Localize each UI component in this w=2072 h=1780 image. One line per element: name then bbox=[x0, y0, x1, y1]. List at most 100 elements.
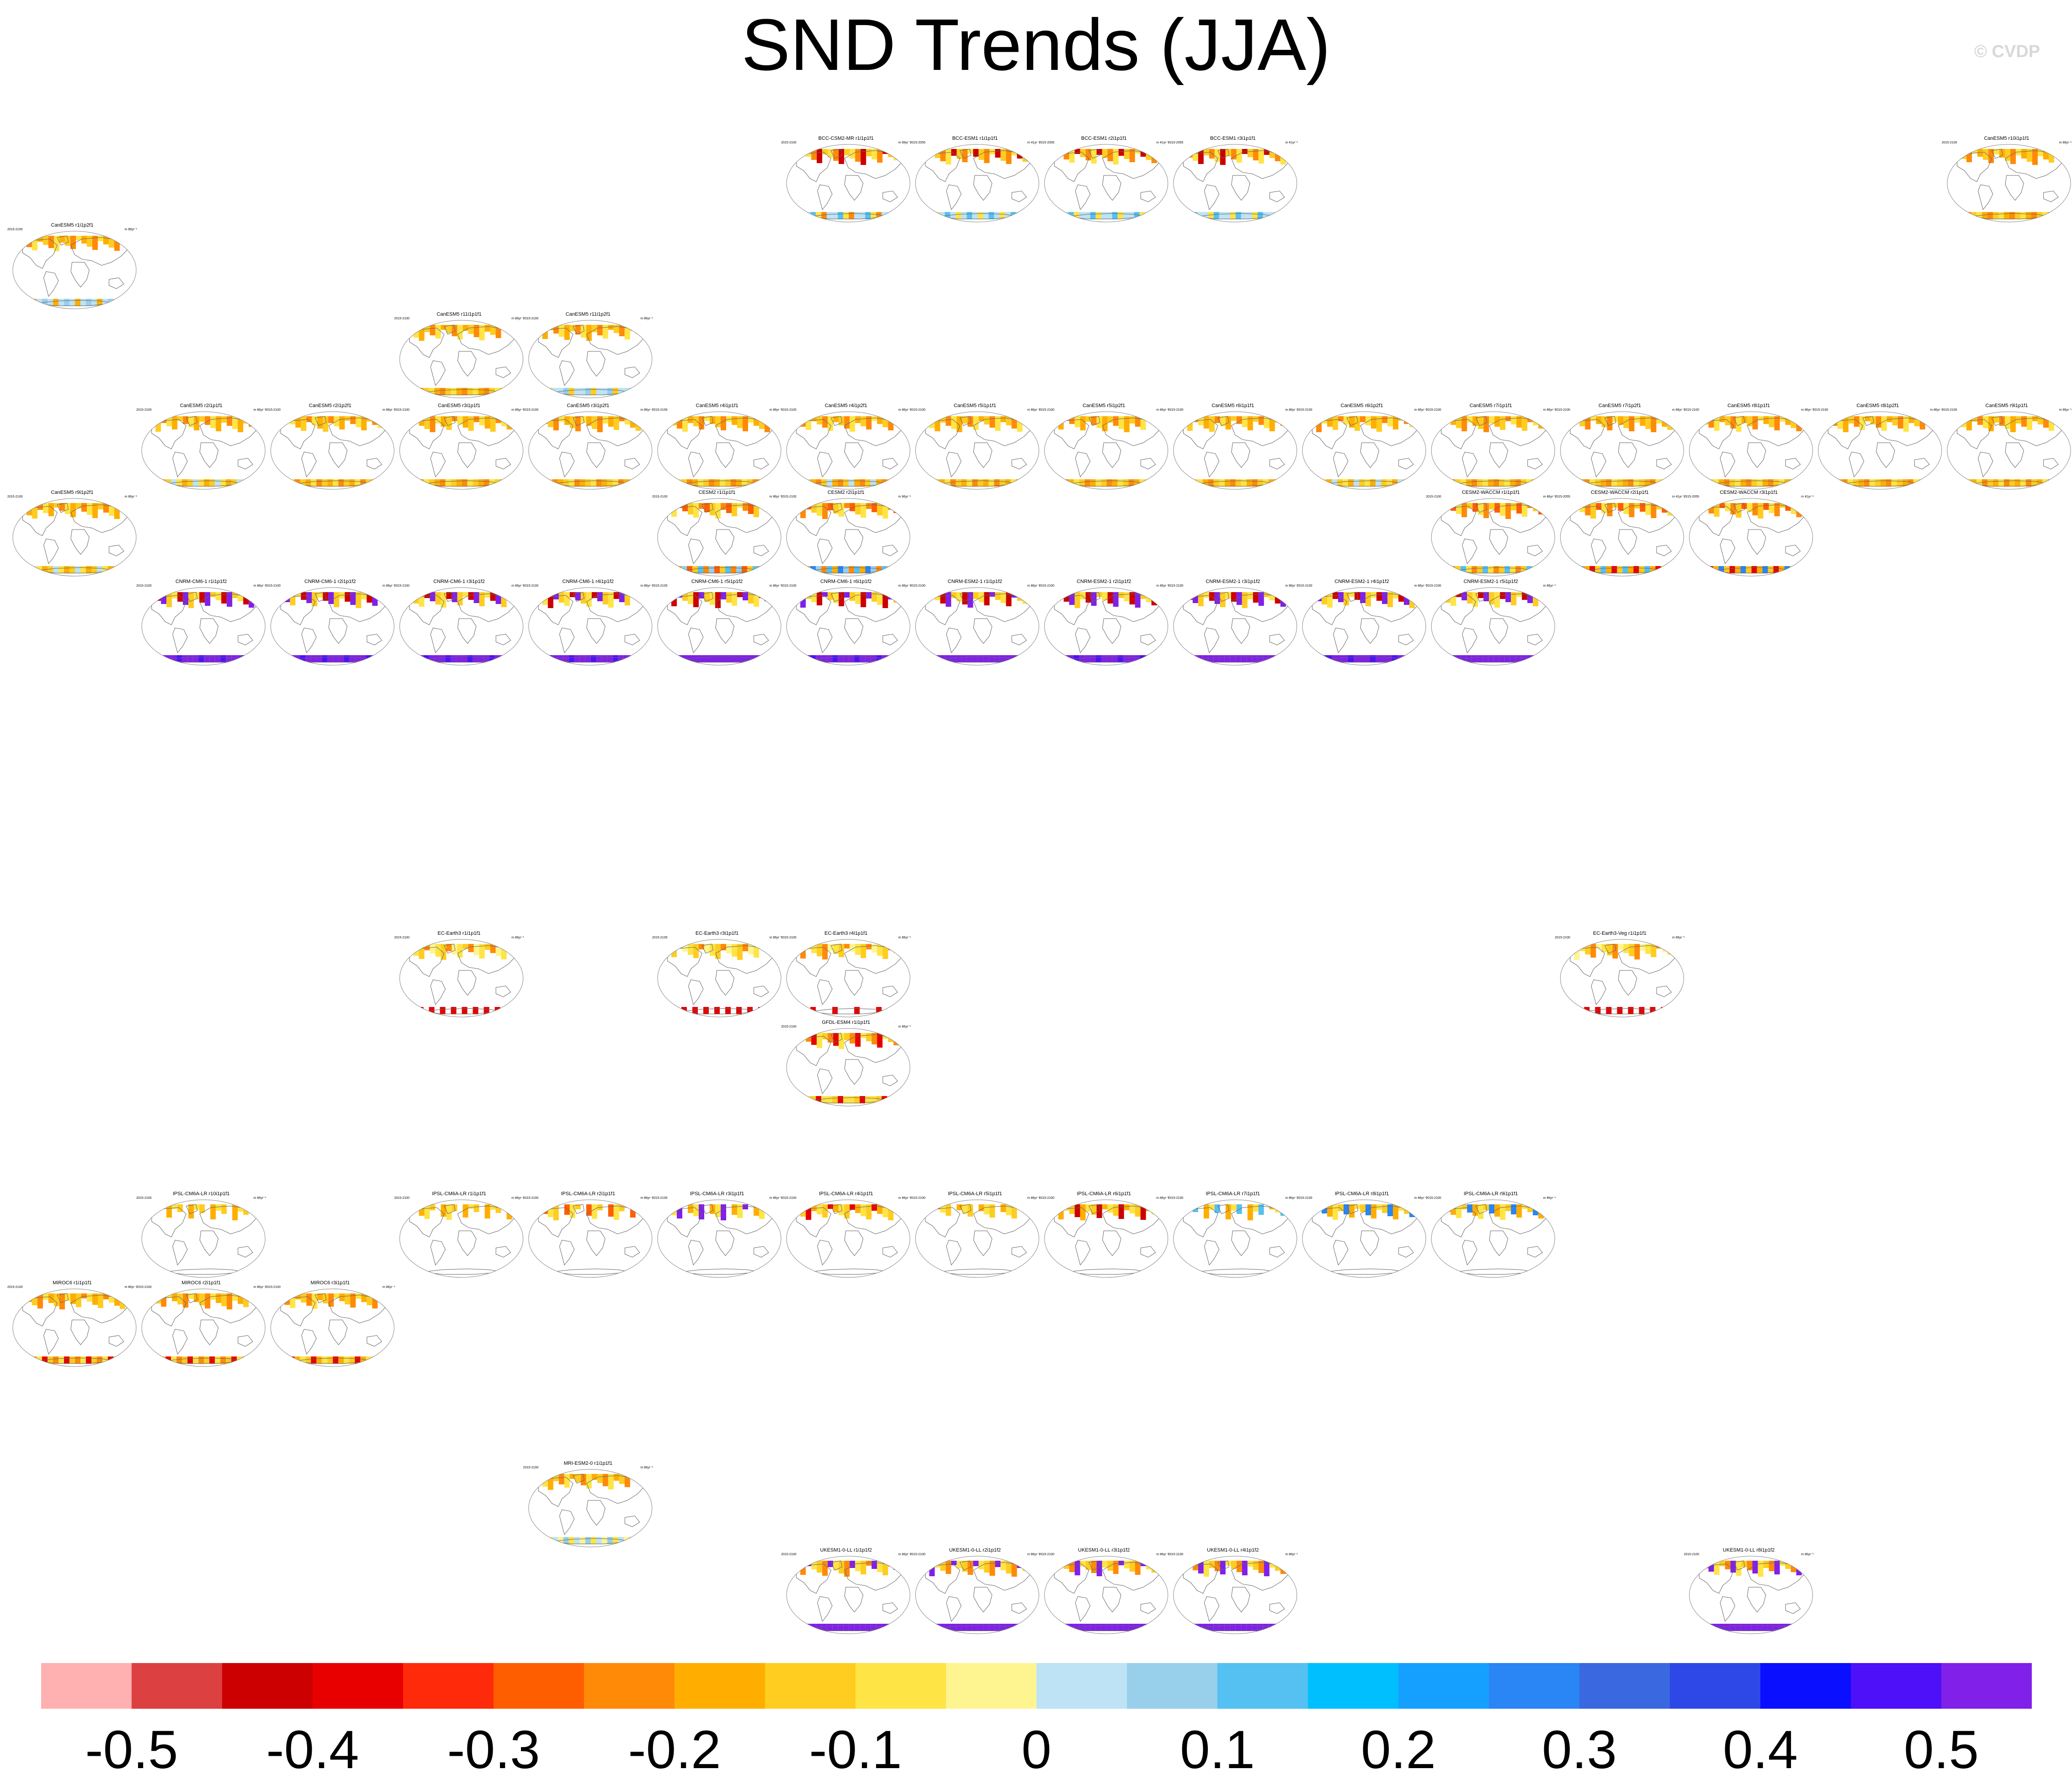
panel-period: 2015-2100 bbox=[7, 495, 23, 498]
sh-cell bbox=[742, 479, 747, 487]
sh-cell bbox=[97, 299, 102, 306]
coastline bbox=[1618, 945, 1677, 974]
sh-cell bbox=[2037, 479, 2042, 487]
nh-cell bbox=[413, 944, 419, 956]
nh-cell bbox=[1461, 503, 1467, 517]
nh-cell bbox=[1393, 416, 1398, 429]
nh-cell bbox=[194, 1293, 200, 1302]
nh-cell bbox=[828, 1033, 834, 1043]
coastline bbox=[796, 947, 831, 977]
nh-cell bbox=[1242, 1204, 1248, 1217]
sh-cell bbox=[1392, 655, 1397, 662]
nh-cell bbox=[1198, 592, 1204, 606]
nh-cell bbox=[495, 944, 501, 956]
coastline bbox=[495, 985, 511, 997]
nh-cell bbox=[1623, 944, 1629, 953]
map-field bbox=[1947, 144, 2071, 222]
sh-cell bbox=[215, 655, 221, 662]
nh-cell bbox=[372, 592, 378, 606]
coastline bbox=[1075, 627, 1091, 653]
colorbar-box bbox=[765, 1663, 855, 1709]
nh-cell bbox=[1203, 1204, 1209, 1218]
sh-cell bbox=[1998, 479, 2004, 487]
nh-cell bbox=[232, 1293, 238, 1301]
nh-cell bbox=[457, 1204, 463, 1214]
nh-cell bbox=[155, 1293, 161, 1303]
sh-cell bbox=[327, 655, 333, 662]
nh-cell bbox=[844, 503, 850, 508]
map-border bbox=[399, 1199, 524, 1278]
nh-cell bbox=[1601, 416, 1607, 427]
nh-cell bbox=[295, 592, 301, 597]
nh-cell bbox=[602, 416, 608, 424]
coastline bbox=[667, 595, 702, 625]
nh-cell bbox=[435, 325, 441, 339]
coastline bbox=[1102, 593, 1161, 622]
nh-cell bbox=[569, 416, 575, 428]
nh-cell bbox=[1533, 416, 1539, 425]
sh-cell bbox=[720, 566, 725, 573]
coastline bbox=[1489, 504, 1548, 533]
sh-cell bbox=[294, 479, 300, 487]
panel-title: UKESM1-0-LL r3i1p1f2 bbox=[1078, 1547, 1130, 1553]
sh-cell bbox=[360, 479, 366, 487]
nh-cell bbox=[946, 416, 951, 426]
sh-cell bbox=[860, 1624, 866, 1631]
sh-cell bbox=[703, 1007, 709, 1014]
nh-cell bbox=[580, 592, 586, 604]
panel-period: 2015-2100 bbox=[781, 495, 797, 498]
nh-cell bbox=[2043, 416, 2049, 428]
sh-cell bbox=[1584, 566, 1590, 573]
nh-cell bbox=[1006, 1561, 1012, 1573]
nh-cell bbox=[1387, 592, 1393, 607]
coastline bbox=[830, 1204, 843, 1214]
panel-units: m 86yr⁻¹ bbox=[898, 495, 911, 498]
sh-cell bbox=[1224, 479, 1230, 487]
coastline bbox=[925, 152, 961, 182]
panel-title: CanESM5 r6i1p2f1 bbox=[1341, 403, 1383, 408]
nh-cell bbox=[586, 592, 592, 607]
nh-cell bbox=[995, 1561, 1001, 1567]
nh-cell bbox=[951, 149, 957, 156]
nh-cell bbox=[361, 592, 367, 599]
nh-cell bbox=[1472, 416, 1478, 426]
sh-cell bbox=[483, 1007, 489, 1014]
coastline bbox=[573, 592, 584, 602]
nh-cell bbox=[155, 1204, 161, 1211]
coastline bbox=[1312, 1207, 1347, 1238]
sh-cell bbox=[1106, 655, 1112, 662]
nh-cell bbox=[1629, 944, 1635, 956]
nh-cell bbox=[216, 416, 222, 431]
sh-cell bbox=[1622, 566, 1628, 573]
panel-units: m 86yr⁻¹ bbox=[125, 1286, 138, 1289]
sh-cell bbox=[80, 299, 86, 306]
sh-cell bbox=[198, 1356, 204, 1364]
nh-cell bbox=[1074, 416, 1080, 427]
nh-cell bbox=[1758, 503, 1764, 519]
nh-cell bbox=[249, 1293, 255, 1298]
nh-cell bbox=[1719, 503, 1725, 508]
nh-cell bbox=[221, 592, 227, 604]
sh-cell bbox=[939, 212, 945, 219]
nh-cell bbox=[844, 416, 850, 429]
coastline bbox=[1489, 618, 1509, 644]
map-border bbox=[657, 411, 781, 490]
nh-cell bbox=[120, 1293, 125, 1309]
nh-cell bbox=[1264, 416, 1270, 428]
nh-cell bbox=[1258, 149, 1264, 164]
map-border bbox=[1173, 1556, 1297, 1634]
sh-cell bbox=[75, 1356, 80, 1364]
sh-cell bbox=[1499, 655, 1505, 662]
nh-cell bbox=[1612, 944, 1618, 959]
sh-cell bbox=[462, 655, 468, 662]
nh-cell bbox=[1360, 592, 1365, 603]
coastline bbox=[367, 458, 383, 470]
sh-cell bbox=[1337, 479, 1343, 487]
coastline bbox=[1140, 634, 1156, 646]
nh-cell bbox=[732, 416, 737, 425]
sh-cell bbox=[972, 479, 978, 487]
nh-cell bbox=[1763, 416, 1769, 424]
